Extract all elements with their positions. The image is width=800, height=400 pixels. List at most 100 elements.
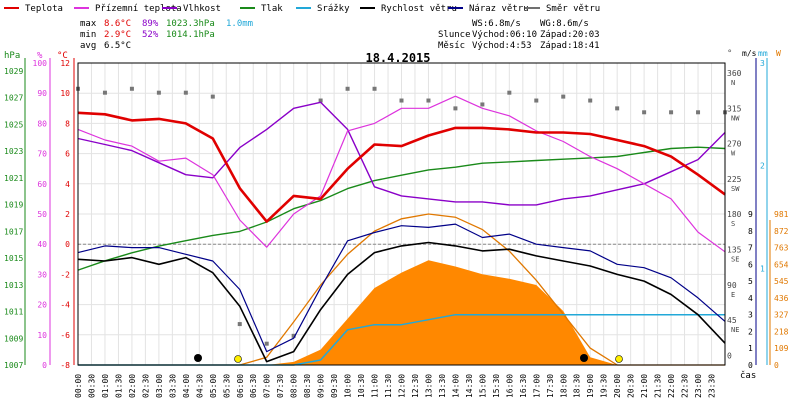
- pct-tick-label: 60: [37, 180, 47, 189]
- stat-wind-speed: WS:6.8m/s: [472, 19, 521, 29]
- stat-min-hum: 52%: [142, 30, 159, 40]
- x-tick-label: 08:00: [290, 374, 299, 398]
- ms-tick-label: 2: [748, 327, 753, 336]
- dir-name-label: SW: [731, 185, 740, 193]
- legend-label: Vlhkost: [183, 4, 221, 14]
- stat-min-label: min: [80, 30, 96, 40]
- dir-tick-label: 270: [727, 140, 742, 149]
- wind-direction-dot: [534, 98, 539, 103]
- series-line-naraz-vetru: [77, 223, 726, 353]
- x-tick-label: 14:00: [451, 374, 460, 398]
- stat-max-press: 1023.3hPa: [166, 19, 215, 29]
- dir-name-label: S: [731, 220, 735, 228]
- stat-max-rain: 1.0mm: [226, 19, 253, 29]
- mm-tick-label: 3: [760, 59, 765, 68]
- dir-name-label: SE: [731, 255, 739, 263]
- pct-tick-label: 40: [37, 240, 47, 249]
- legend-label: Srážky: [317, 4, 350, 14]
- x-tick-label: 16:00: [505, 374, 514, 398]
- wind-direction-dot: [264, 341, 269, 346]
- pct-axis-label: %: [37, 51, 43, 61]
- x-tick-label: 23:00: [694, 374, 703, 398]
- mm-tick-label: 2: [760, 162, 765, 171]
- temp-tick-label: 2: [65, 210, 70, 219]
- stat-wind-gust: WG:8.6m/s: [540, 19, 589, 29]
- plot-border: [77, 62, 726, 366]
- wind-direction-dot: [291, 333, 296, 338]
- hpa-tick-label: 1009: [4, 334, 23, 343]
- stat-sunset: Západ:20:03: [540, 30, 600, 40]
- x-tick-label: 01:30: [114, 374, 123, 398]
- pct-tick-label: 80: [37, 119, 47, 128]
- hpa-tick-label: 1025: [4, 120, 23, 129]
- legend-label: Tlak: [261, 4, 283, 14]
- legend-label: Směr větru: [546, 4, 600, 14]
- temp-axis-label: °C: [57, 51, 68, 61]
- wind-direction-dot: [372, 86, 377, 91]
- x-tick-label: 20:00: [613, 374, 622, 398]
- w-tick-label: 109: [774, 344, 789, 353]
- w-tick-label: 981: [774, 210, 789, 219]
- dir-tick-label: 180: [727, 210, 742, 219]
- stat-min-press: 1014.1hPa: [166, 30, 215, 40]
- series-line-rychlost-vetru: [77, 241, 726, 363]
- wind-direction-dot: [561, 94, 566, 99]
- pct-tick-label: 90: [37, 89, 47, 98]
- ms-axis-label: m/s: [742, 49, 757, 58]
- stat-sun-label: Slunce: [438, 30, 471, 40]
- ms-tick-label: 8: [748, 227, 753, 236]
- stat-max-hum: 89%: [142, 19, 159, 29]
- legend-label: Přízemní teplota: [95, 4, 182, 14]
- x-axis-title: čas: [740, 370, 756, 381]
- hpa-tick-label: 1019: [4, 201, 23, 210]
- x-tick-label: 23:30: [708, 374, 717, 398]
- x-tick-label: 10:30: [357, 374, 366, 398]
- ms-tick-label: 7: [748, 244, 753, 253]
- temp-tick-label: 0: [65, 240, 70, 249]
- w-tick-label: 872: [774, 227, 789, 236]
- hpa-tick-label: 1015: [4, 254, 23, 263]
- hpa-tick-label: 1023: [4, 147, 23, 156]
- wind-direction-dot: [318, 98, 323, 103]
- w-tick-label: 0: [774, 361, 779, 370]
- sunrise-marker: [234, 355, 242, 363]
- pct-tick-label: 20: [37, 301, 47, 310]
- hpa-tick-label: 1029: [4, 67, 23, 76]
- ms-tick-label: 5: [748, 277, 753, 286]
- dir-name-label: W: [731, 150, 736, 158]
- legend-label: Náraz větru: [469, 4, 529, 14]
- stat-max-temp: 8.6°C: [104, 19, 131, 29]
- chart-title: 18.4.2015: [365, 51, 430, 65]
- dir-tick-label: 225: [727, 175, 742, 184]
- axes: hPa% °C1029102710251023102110191017101510…: [4, 49, 789, 398]
- temp-tick-label: 10: [60, 89, 70, 98]
- w-tick-label: 218: [774, 327, 789, 336]
- ms-tick-label: 4: [748, 294, 753, 303]
- dir-tick-label: 45: [727, 316, 737, 325]
- pct-tick-label: 100: [33, 59, 48, 68]
- x-tick-label: 07:00: [263, 374, 272, 398]
- wind-direction-dot: [696, 110, 701, 115]
- wind-direction-dot: [615, 106, 620, 111]
- hpa-tick-label: 1017: [4, 227, 23, 236]
- hpa-tick-label: 1011: [4, 308, 23, 317]
- legend-label: Teplota: [25, 4, 63, 14]
- wind-direction-dot: [588, 98, 593, 103]
- x-tick-label: 09:00: [317, 374, 326, 398]
- stat-moonset: Západ:18:41: [540, 41, 600, 51]
- w-tick-label: 327: [774, 311, 789, 320]
- x-tick-label: 06:00: [236, 374, 245, 398]
- wind-direction-dot: [210, 94, 215, 99]
- w-tick-label: 763: [774, 244, 789, 253]
- x-tick-label: 05:30: [222, 374, 231, 398]
- temp-tick-label: 8: [65, 119, 70, 128]
- dir-tick-label: 360: [727, 69, 742, 78]
- wind-direction-dot: [669, 110, 674, 115]
- hpa-axis-label: hPa: [4, 51, 20, 61]
- x-tick-label: 14:30: [465, 374, 474, 398]
- ms-tick-label: 0: [748, 361, 753, 370]
- x-tick-label: 13:30: [438, 374, 447, 398]
- temp-tick-label: -6: [60, 331, 70, 340]
- series-lines: [77, 95, 726, 366]
- stat-moon-label: Měsíc: [438, 41, 465, 51]
